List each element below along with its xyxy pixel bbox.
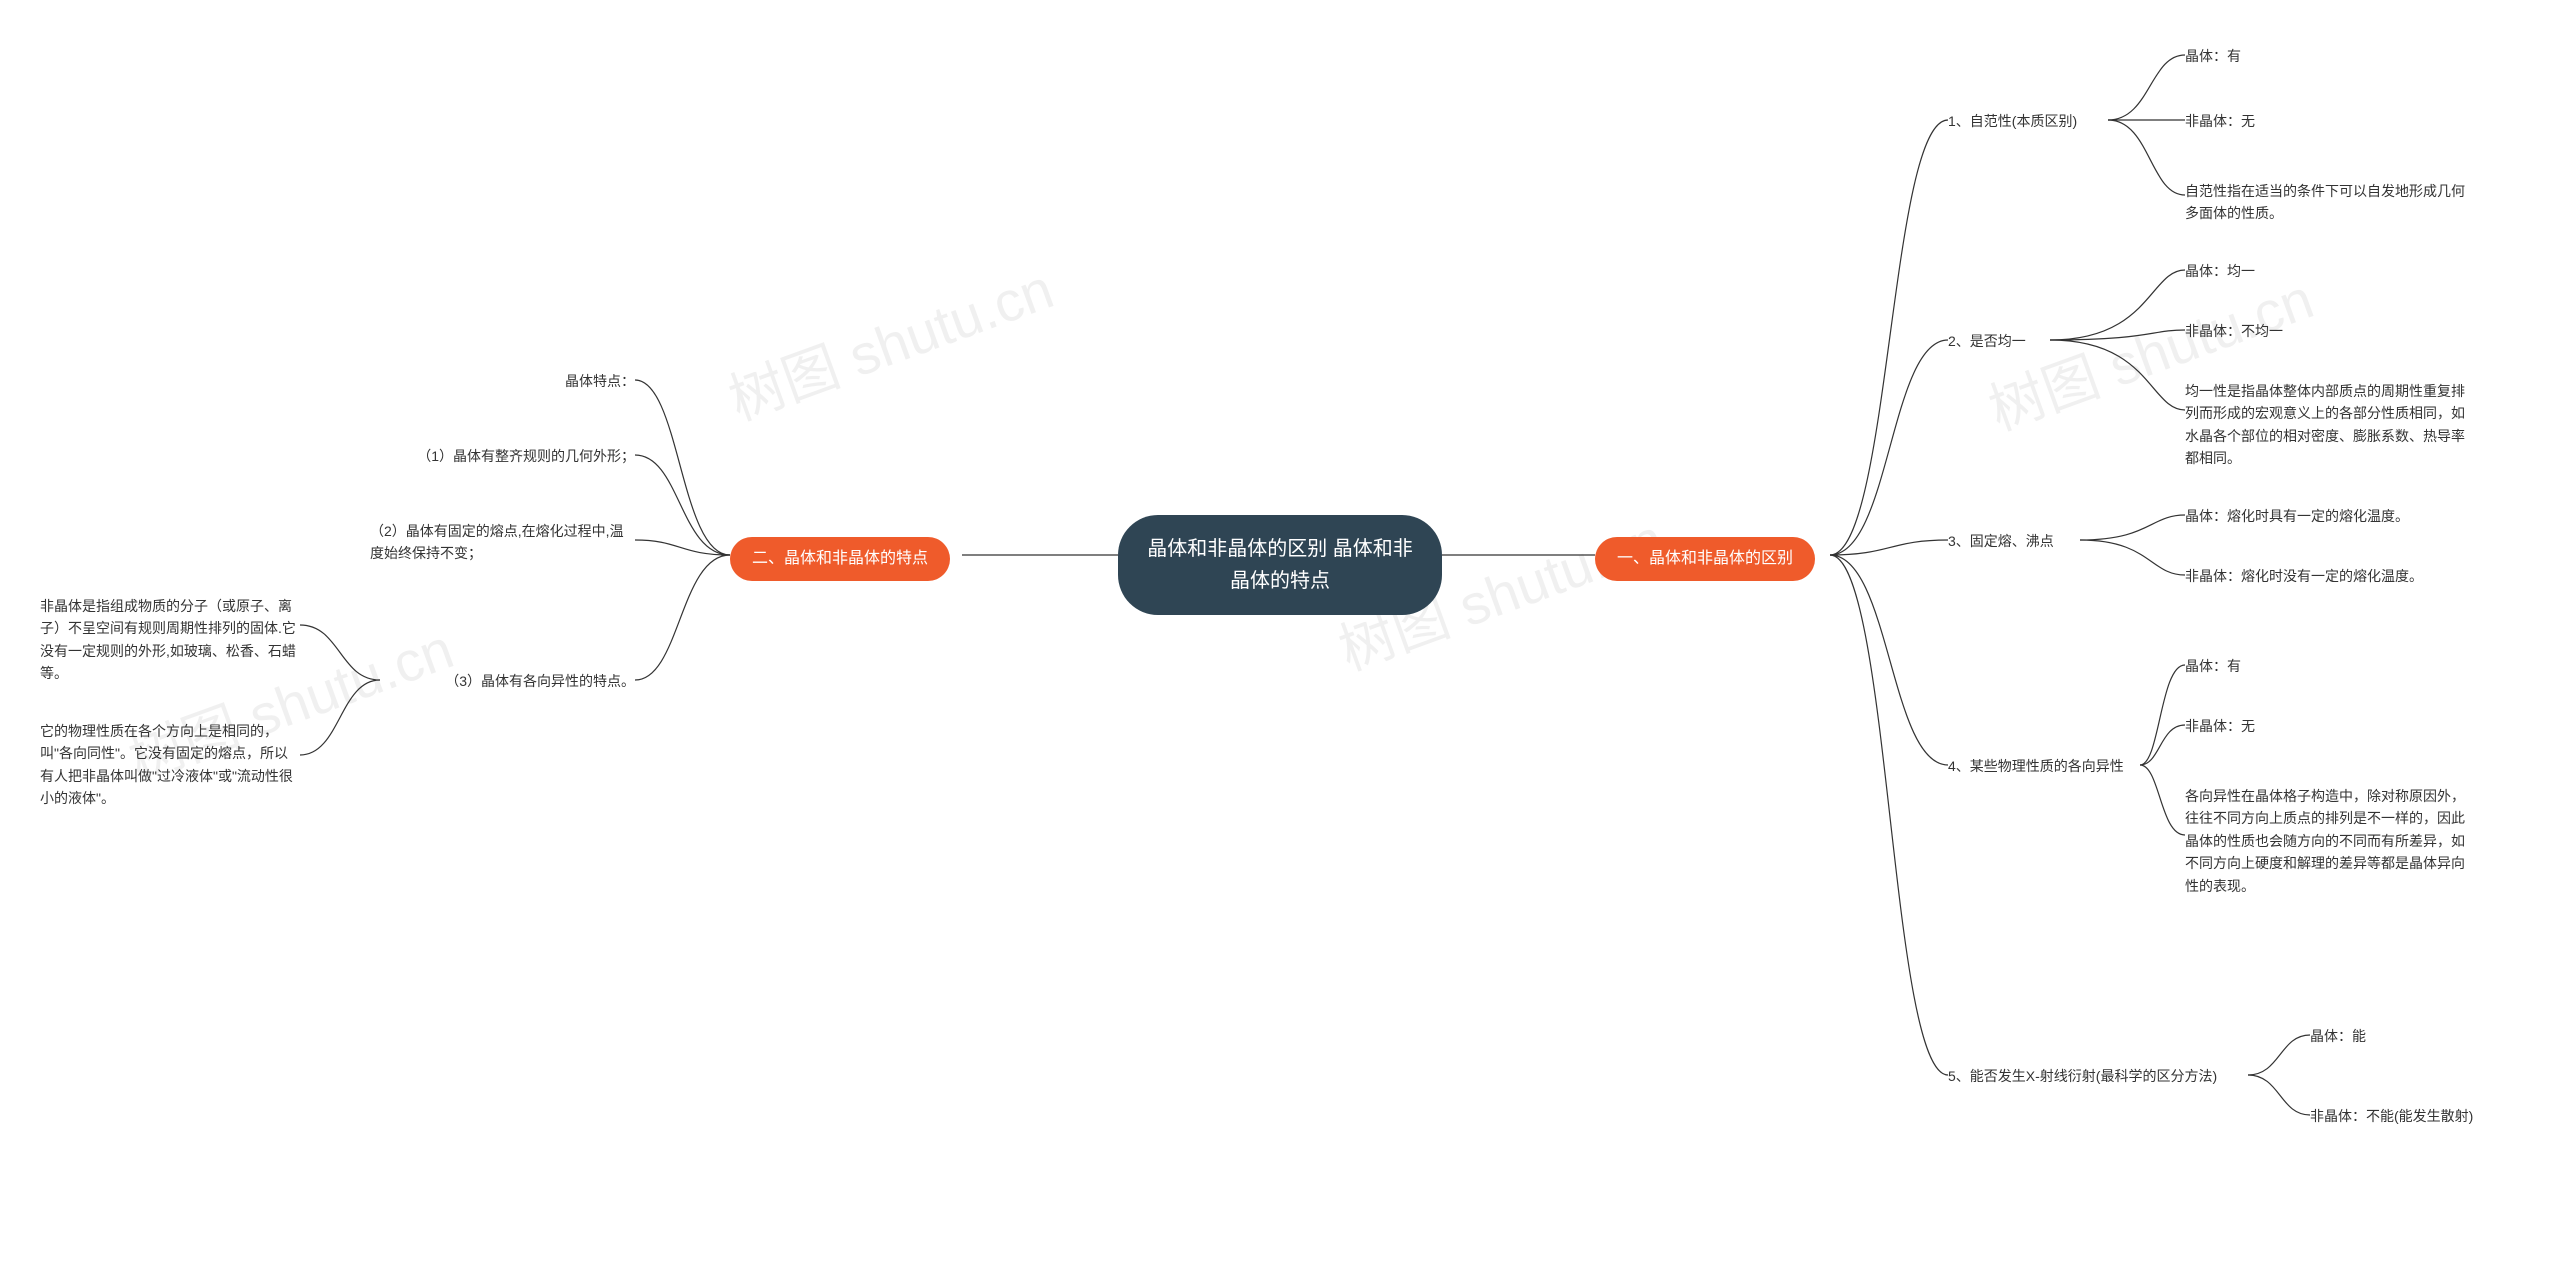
r4-label: 4、某些物理性质的各向异性 — [1948, 755, 2124, 777]
l-c3-s1: 它的物理性质在各个方向上是相同的，叫"各向同性"。它没有固定的熔点，所以有人把非… — [40, 720, 300, 810]
l-c3: （3）晶体有各向异性的特点。 — [420, 670, 635, 692]
left-branch-label: 二、晶体和非晶体的特点 — [752, 550, 928, 567]
r4-c0: 晶体：有 — [2185, 655, 2241, 677]
l-c1: （1）晶体有整齐规则的几何外形； — [400, 445, 635, 467]
l-c3-s0: 非晶体是指组成物质的分子（或原子、离子）不呈空间有规则周期性排列的固体.它没有一… — [40, 595, 300, 685]
r2-c2: 均一性是指晶体整体内部质点的周期性重复排列而形成的宏观意义上的各部分性质相同，如… — [2185, 380, 2475, 470]
r1-c2: 自范性指在适当的条件下可以自发地形成几何多面体的性质。 — [2185, 180, 2475, 225]
r2-c1: 非晶体：不均一 — [2185, 320, 2283, 342]
r3-c1: 非晶体：熔化时没有一定的熔化温度。 — [2185, 565, 2423, 587]
center-title: 晶体和非晶体的区别 晶体和非晶体的特点 — [1147, 538, 1413, 592]
l-c2: （2）晶体有固定的熔点,在熔化过程中,温度始终保持不变； — [370, 520, 635, 565]
r5-c1: 非晶体：不能(能发生散射) — [2310, 1105, 2473, 1127]
r1-c0: 晶体：有 — [2185, 45, 2241, 67]
right-branch-label: 一、晶体和非晶体的区别 — [1617, 550, 1793, 567]
r3-c0: 晶体：熔化时具有一定的熔化温度。 — [2185, 505, 2409, 527]
left-branch: 二、晶体和非晶体的特点 — [730, 537, 950, 581]
r3-label: 3、固定熔、沸点 — [1948, 530, 2054, 552]
watermark: 树图 shutu.cn — [716, 244, 1063, 436]
r2-label: 2、是否均一 — [1948, 330, 2026, 352]
r5-label: 5、能否发生X-射线衍射(最科学的区分方法) — [1948, 1065, 2217, 1087]
r4-c2: 各向异性在晶体格子构造中，除对称原因外，往往不同方向上质点的排列是不一样的，因此… — [2185, 785, 2475, 897]
r1-c1: 非晶体：无 — [2185, 110, 2255, 132]
r5-c0: 晶体：能 — [2310, 1025, 2366, 1047]
l-c0: 晶体特点： — [560, 370, 635, 392]
r1-label: 1、自范性(本质区别) — [1948, 110, 2077, 132]
right-branch: 一、晶体和非晶体的区别 — [1595, 537, 1815, 581]
r2-c0: 晶体：均一 — [2185, 260, 2255, 282]
r4-c1: 非晶体：无 — [2185, 715, 2255, 737]
center-node: 晶体和非晶体的区别 晶体和非晶体的特点 — [1118, 515, 1442, 615]
